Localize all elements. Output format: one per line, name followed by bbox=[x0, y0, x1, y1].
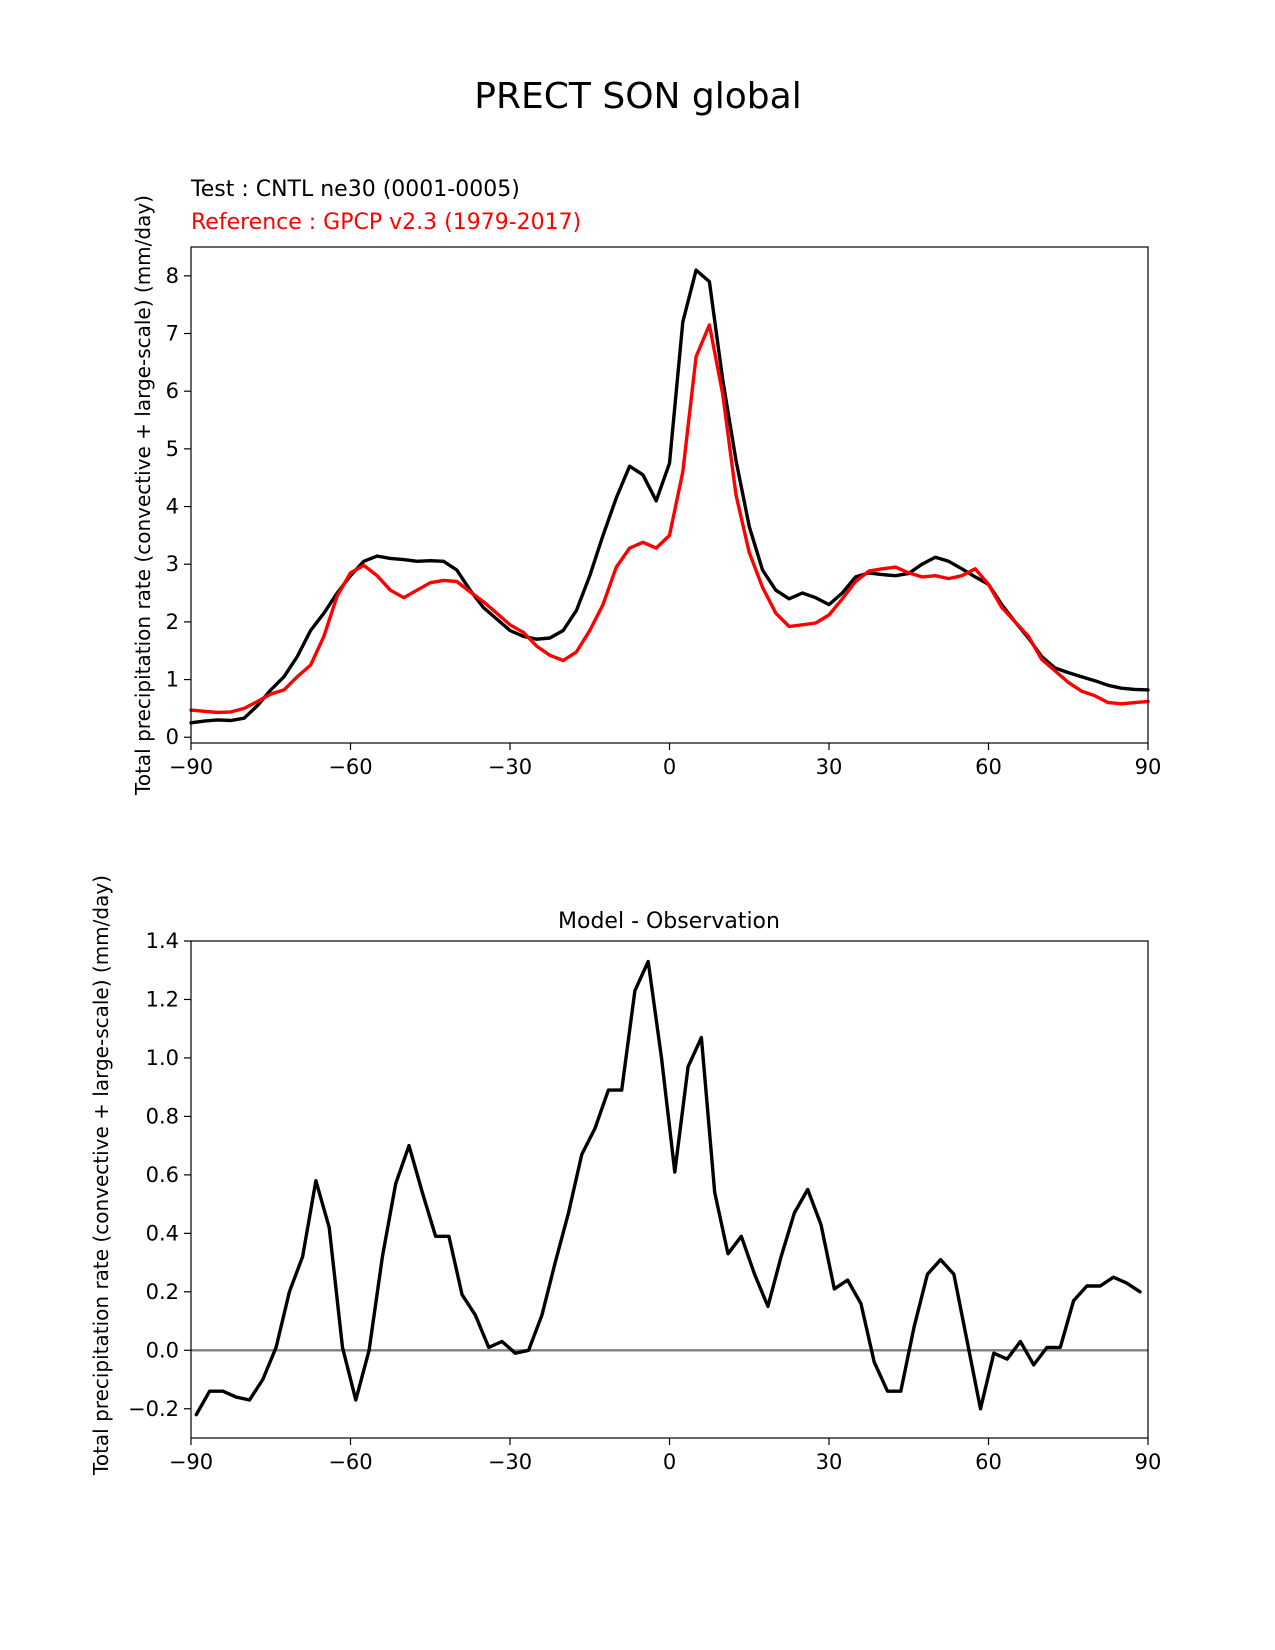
bottom-ticks: −90 −60 −30 0 30 60 90 −0.2 0.0 0.2 0.4 0.6 0.8 1.0 1.… bbox=[128, 929, 1161, 1474]
top-xtick-label: −30 bbox=[488, 755, 532, 779]
figure-title: PRECT SON global bbox=[474, 76, 801, 117]
top-series bbox=[189, 268, 1150, 725]
top-ytick-label: 8 bbox=[166, 264, 179, 288]
top-xtick-label: −60 bbox=[328, 755, 372, 779]
bottom-plot-frame bbox=[190, 940, 1149, 1439]
bottom-ytick-label: 0.4 bbox=[146, 1221, 179, 1245]
bottom-series bbox=[191, 959, 1148, 1417]
top-xtick-label: 90 bbox=[1135, 755, 1162, 779]
bottom-title: Model - Observation bbox=[558, 909, 780, 934]
top-ytick-label: 4 bbox=[166, 495, 179, 519]
bottom-xtick-label: 30 bbox=[816, 1450, 843, 1474]
top-xtick-label: 0 bbox=[663, 755, 676, 779]
bottom-xtick-label: −60 bbox=[328, 1450, 372, 1474]
bottom-ytick-label: −0.2 bbox=[128, 1397, 179, 1421]
bottom-xtick-label: 0 bbox=[663, 1450, 676, 1474]
bottom-xtick-label: 90 bbox=[1135, 1450, 1162, 1474]
bottom-series-model-observation bbox=[194, 959, 1142, 1417]
bottom-ytick-label: 0.0 bbox=[146, 1338, 179, 1362]
top-xtick-label: 30 bbox=[816, 755, 843, 779]
bottom-ytick-label: 1.0 bbox=[146, 1046, 179, 1070]
top-ytick-label: 3 bbox=[166, 552, 179, 576]
bottom-ytick-label: 1.4 bbox=[146, 929, 179, 953]
top-series-reference bbox=[189, 323, 1150, 715]
bottom-ytick-label: 0.8 bbox=[146, 1104, 179, 1128]
bottom-xtick-label: 60 bbox=[975, 1450, 1002, 1474]
top-xtick-label: 60 bbox=[975, 755, 1002, 779]
reference-label: Reference : GPCP v2.3 (1979-2017) bbox=[191, 210, 581, 235]
top-plot-frame bbox=[190, 246, 1149, 744]
bottom-ytick-label: 0.6 bbox=[146, 1163, 179, 1187]
top-ytick-label: 6 bbox=[166, 379, 179, 403]
bottom-ylabel: Total precipitation rate (convective + l… bbox=[89, 875, 113, 1476]
top-ytick-label: 7 bbox=[166, 322, 179, 346]
bottom-ytick-label: 0.2 bbox=[146, 1280, 179, 1304]
bottom-xtick-label: −30 bbox=[488, 1450, 532, 1474]
bottom-ytick-label: 1.2 bbox=[146, 987, 179, 1011]
top-ylabel: Total precipitation rate (convective + l… bbox=[131, 195, 155, 796]
top-ytick-label: 0 bbox=[166, 725, 179, 749]
top-xtick-label: −90 bbox=[169, 755, 213, 779]
test-label: Test : CNTL ne30 (0001-0005) bbox=[190, 177, 520, 202]
top-ytick-label: 2 bbox=[166, 610, 179, 634]
bottom-panel: Model - Observation Total precipitation … bbox=[89, 875, 1161, 1476]
top-panel: Test : CNTL ne30 (0001-0005) Reference :… bbox=[131, 177, 1161, 796]
top-ytick-label: 1 bbox=[166, 668, 179, 692]
top-ticks: −90 −60 −30 0 30 60 90 0 1 2 3 4 5 6 7 8 bbox=[166, 264, 1162, 779]
top-ytick-label: 5 bbox=[166, 437, 179, 461]
bottom-xtick-label: −90 bbox=[169, 1450, 213, 1474]
